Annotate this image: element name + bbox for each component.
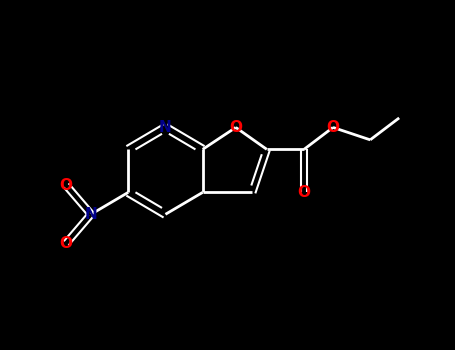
Text: O: O (229, 120, 242, 135)
Text: O: O (327, 120, 339, 135)
Text: O: O (60, 236, 73, 251)
Text: N: N (159, 120, 172, 135)
Text: O: O (298, 185, 310, 200)
Text: N: N (85, 207, 97, 222)
Text: O: O (60, 178, 73, 193)
